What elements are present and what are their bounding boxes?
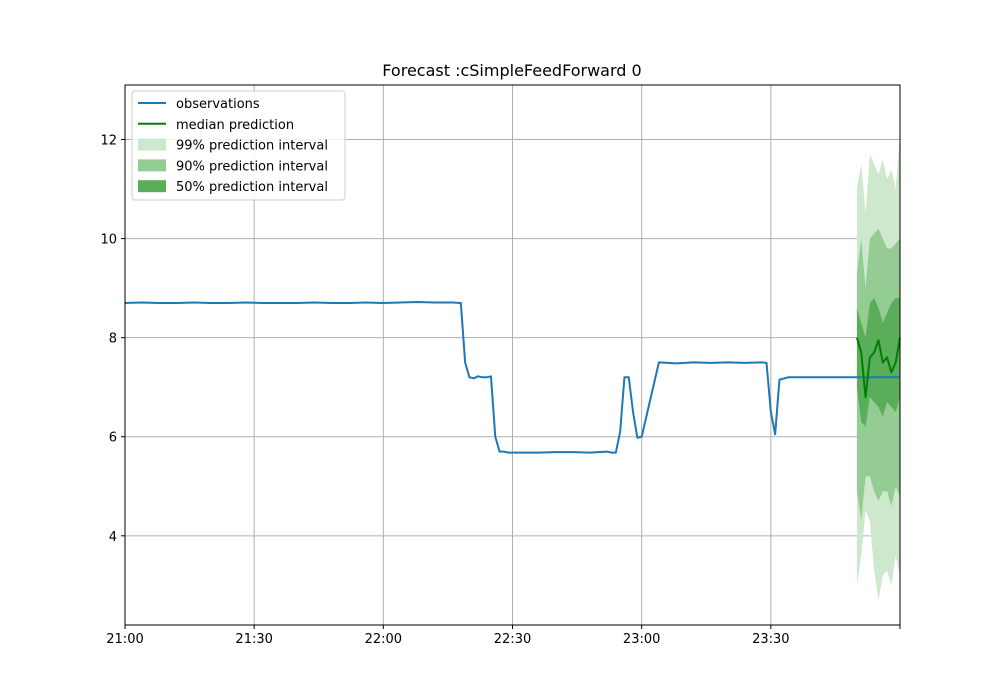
grid bbox=[124, 85, 900, 625]
legend-label: median prediction bbox=[176, 118, 294, 133]
x-tick-label: 22:00 bbox=[365, 632, 402, 647]
legend: observations median prediction 99% predict… bbox=[131, 90, 346, 201]
prediction-interval-band bbox=[856, 298, 900, 427]
legend-patch-swatch bbox=[138, 180, 166, 193]
x-tick-label: 23:00 bbox=[623, 632, 660, 647]
x-tick-label: 21:00 bbox=[106, 632, 143, 647]
legend-label: 50% prediction interval bbox=[176, 180, 328, 195]
plot-area bbox=[124, 134, 901, 601]
legend-patch-swatch bbox=[138, 138, 166, 151]
legend-label: 90% prediction interval bbox=[176, 159, 328, 174]
legend-label: observations bbox=[176, 97, 260, 112]
legend-label: 99% prediction interval bbox=[176, 139, 328, 154]
legend-box bbox=[131, 90, 346, 201]
chart-title: Forecast :cSimpleFeedForward 0 bbox=[382, 61, 641, 80]
legend-patch-swatch bbox=[138, 159, 166, 172]
observations-line bbox=[124, 300, 900, 454]
y-tick-label: 6 bbox=[109, 431, 117, 446]
axis-ticks: 21:00 21:30 22:00 22:30 23:00 23:30 4 6 8 10 12 bbox=[100, 133, 901, 647]
y-tick-label: 4 bbox=[109, 530, 117, 545]
median-prediction-line bbox=[855, 337, 901, 399]
x-tick-label: 23:30 bbox=[752, 632, 789, 647]
y-tick-label: 12 bbox=[100, 133, 117, 148]
x-tick-label: 21:30 bbox=[235, 632, 272, 647]
y-tick-label: 8 bbox=[109, 332, 117, 347]
x-tick-label: 22:30 bbox=[494, 632, 531, 647]
y-tick-label: 10 bbox=[100, 233, 117, 248]
